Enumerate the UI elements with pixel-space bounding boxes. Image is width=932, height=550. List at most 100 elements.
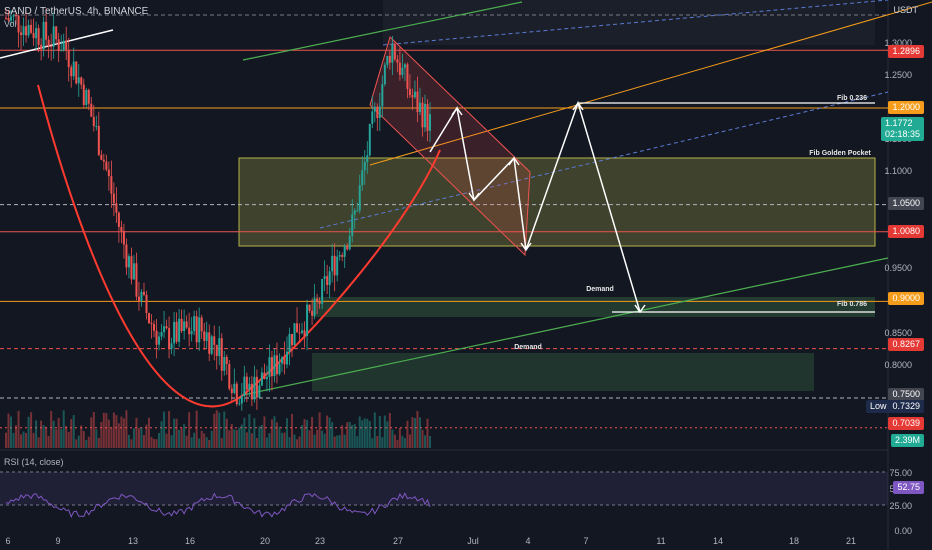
x-tick-label: 14 — [712, 536, 724, 546]
candle-body — [253, 376, 256, 400]
volume-bar — [331, 422, 334, 448]
volume-bar — [303, 419, 306, 448]
volume-bar — [65, 425, 68, 448]
volume-bar — [323, 433, 326, 448]
volume-bar — [270, 419, 273, 448]
volume-bar — [311, 416, 314, 448]
volume-bar — [265, 437, 268, 448]
volume-bar — [158, 433, 161, 448]
fib-786-label: Fib 0.786 — [837, 301, 867, 308]
candle-body — [135, 263, 138, 297]
candle-body — [418, 102, 421, 113]
price-tag-0-9000[interactable]: 0.9000 — [888, 292, 924, 305]
price-tag-0-8267[interactable]: 0.8267 — [888, 338, 924, 351]
volume-bar — [213, 413, 216, 448]
volume-bar — [115, 415, 118, 448]
candle-body — [65, 40, 68, 51]
candle-body — [30, 24, 33, 33]
volume-bar — [195, 410, 198, 448]
projection-arrowhead-2 — [508, 156, 520, 166]
candle-body — [22, 26, 25, 36]
price-tag-0-7500[interactable]: 0.7500 — [888, 388, 924, 401]
volume-bar — [373, 412, 376, 448]
candle-body — [188, 327, 191, 335]
volume-bar — [137, 428, 140, 448]
candle-body — [200, 317, 203, 332]
candle-body — [163, 326, 166, 333]
candle-body — [321, 278, 324, 304]
demand-label-upper: Demand — [586, 286, 614, 293]
price-tag-2-39M[interactable]: 2.39M — [890, 434, 924, 447]
rsi-value-tag[interactable]: 52.75 — [893, 481, 924, 494]
volume-bar — [343, 434, 346, 448]
candle-body — [265, 377, 268, 380]
candle-body — [381, 84, 384, 107]
volume-bar — [50, 410, 53, 448]
volume-bar — [12, 432, 15, 448]
volume-bar — [5, 432, 7, 448]
price-tag-0-7329[interactable]: Low 0.7329 — [865, 400, 924, 413]
rsi-tick-label: 0.00 — [894, 526, 912, 536]
fib-golden-pocket-label: Fib Golden Pocket — [809, 150, 871, 157]
candle-body — [215, 344, 218, 356]
candle-body — [376, 106, 379, 119]
candle-body — [185, 321, 188, 328]
candle-body — [343, 245, 346, 257]
volume-bar — [15, 425, 18, 448]
price-tag-value: 1.0080 — [892, 226, 920, 236]
volume-bar — [105, 413, 108, 448]
candle-body — [318, 301, 321, 304]
volume-bar — [328, 417, 331, 448]
candle-body — [193, 316, 196, 332]
candle-body — [366, 155, 369, 163]
candle-body — [158, 336, 161, 345]
volume-bar — [371, 438, 374, 448]
volume-bar — [135, 417, 138, 448]
volume-bar — [253, 418, 256, 448]
price-tag-value: 0.7039 — [892, 418, 920, 428]
rsi-title[interactable]: RSI (14, close) — [4, 457, 64, 467]
volume-bar — [198, 438, 201, 448]
candle-body — [323, 276, 326, 279]
symbol-title[interactable]: SAND / TetherUS, 4h, BINANCE — [4, 6, 149, 17]
volume-bar — [233, 429, 236, 448]
price-tag-0-7039[interactable]: 0.7039 — [888, 417, 924, 430]
candle-body — [328, 271, 331, 286]
candle-body — [85, 89, 88, 106]
volume-bar — [203, 433, 206, 448]
candle-body — [393, 44, 396, 60]
volume-bar — [122, 418, 125, 448]
candle-body — [406, 64, 409, 89]
volume-bar — [283, 432, 286, 448]
candle-body — [280, 357, 283, 364]
candle-body — [228, 363, 231, 389]
price-tag-1-2000[interactable]: 1.2000 — [888, 101, 924, 114]
candle-body — [40, 44, 43, 50]
volume-bar — [416, 410, 419, 448]
candle-body — [80, 77, 83, 85]
volume-bar — [130, 439, 133, 448]
price-tag-1-1772[interactable]: 1.1772 02:18:35 — [880, 117, 924, 141]
candle-body — [411, 95, 414, 98]
price-tag-1-2896[interactable]: 1.2896 — [888, 45, 924, 58]
candle-body — [12, 15, 15, 17]
demand-label-lower: Demand — [514, 344, 542, 351]
candle-body — [260, 372, 263, 386]
volume-bar — [275, 422, 278, 448]
candle-body — [148, 313, 151, 324]
candle-body — [220, 338, 223, 371]
volume-bar — [132, 428, 135, 448]
candle-body — [245, 376, 248, 390]
candle-body — [120, 226, 123, 232]
volume-bar — [160, 421, 163, 448]
volume-bar — [285, 418, 288, 448]
volume-bar — [260, 425, 263, 448]
price-tag-1-0080[interactable]: 1.0080 — [888, 225, 924, 238]
volume-bar — [341, 425, 344, 448]
candle-body — [203, 331, 206, 341]
currency-label[interactable]: USDT — [893, 5, 919, 15]
candle-body — [413, 91, 416, 98]
volume-bar — [288, 437, 291, 448]
price-tag-1-0500[interactable]: 1.0500 — [888, 197, 924, 210]
